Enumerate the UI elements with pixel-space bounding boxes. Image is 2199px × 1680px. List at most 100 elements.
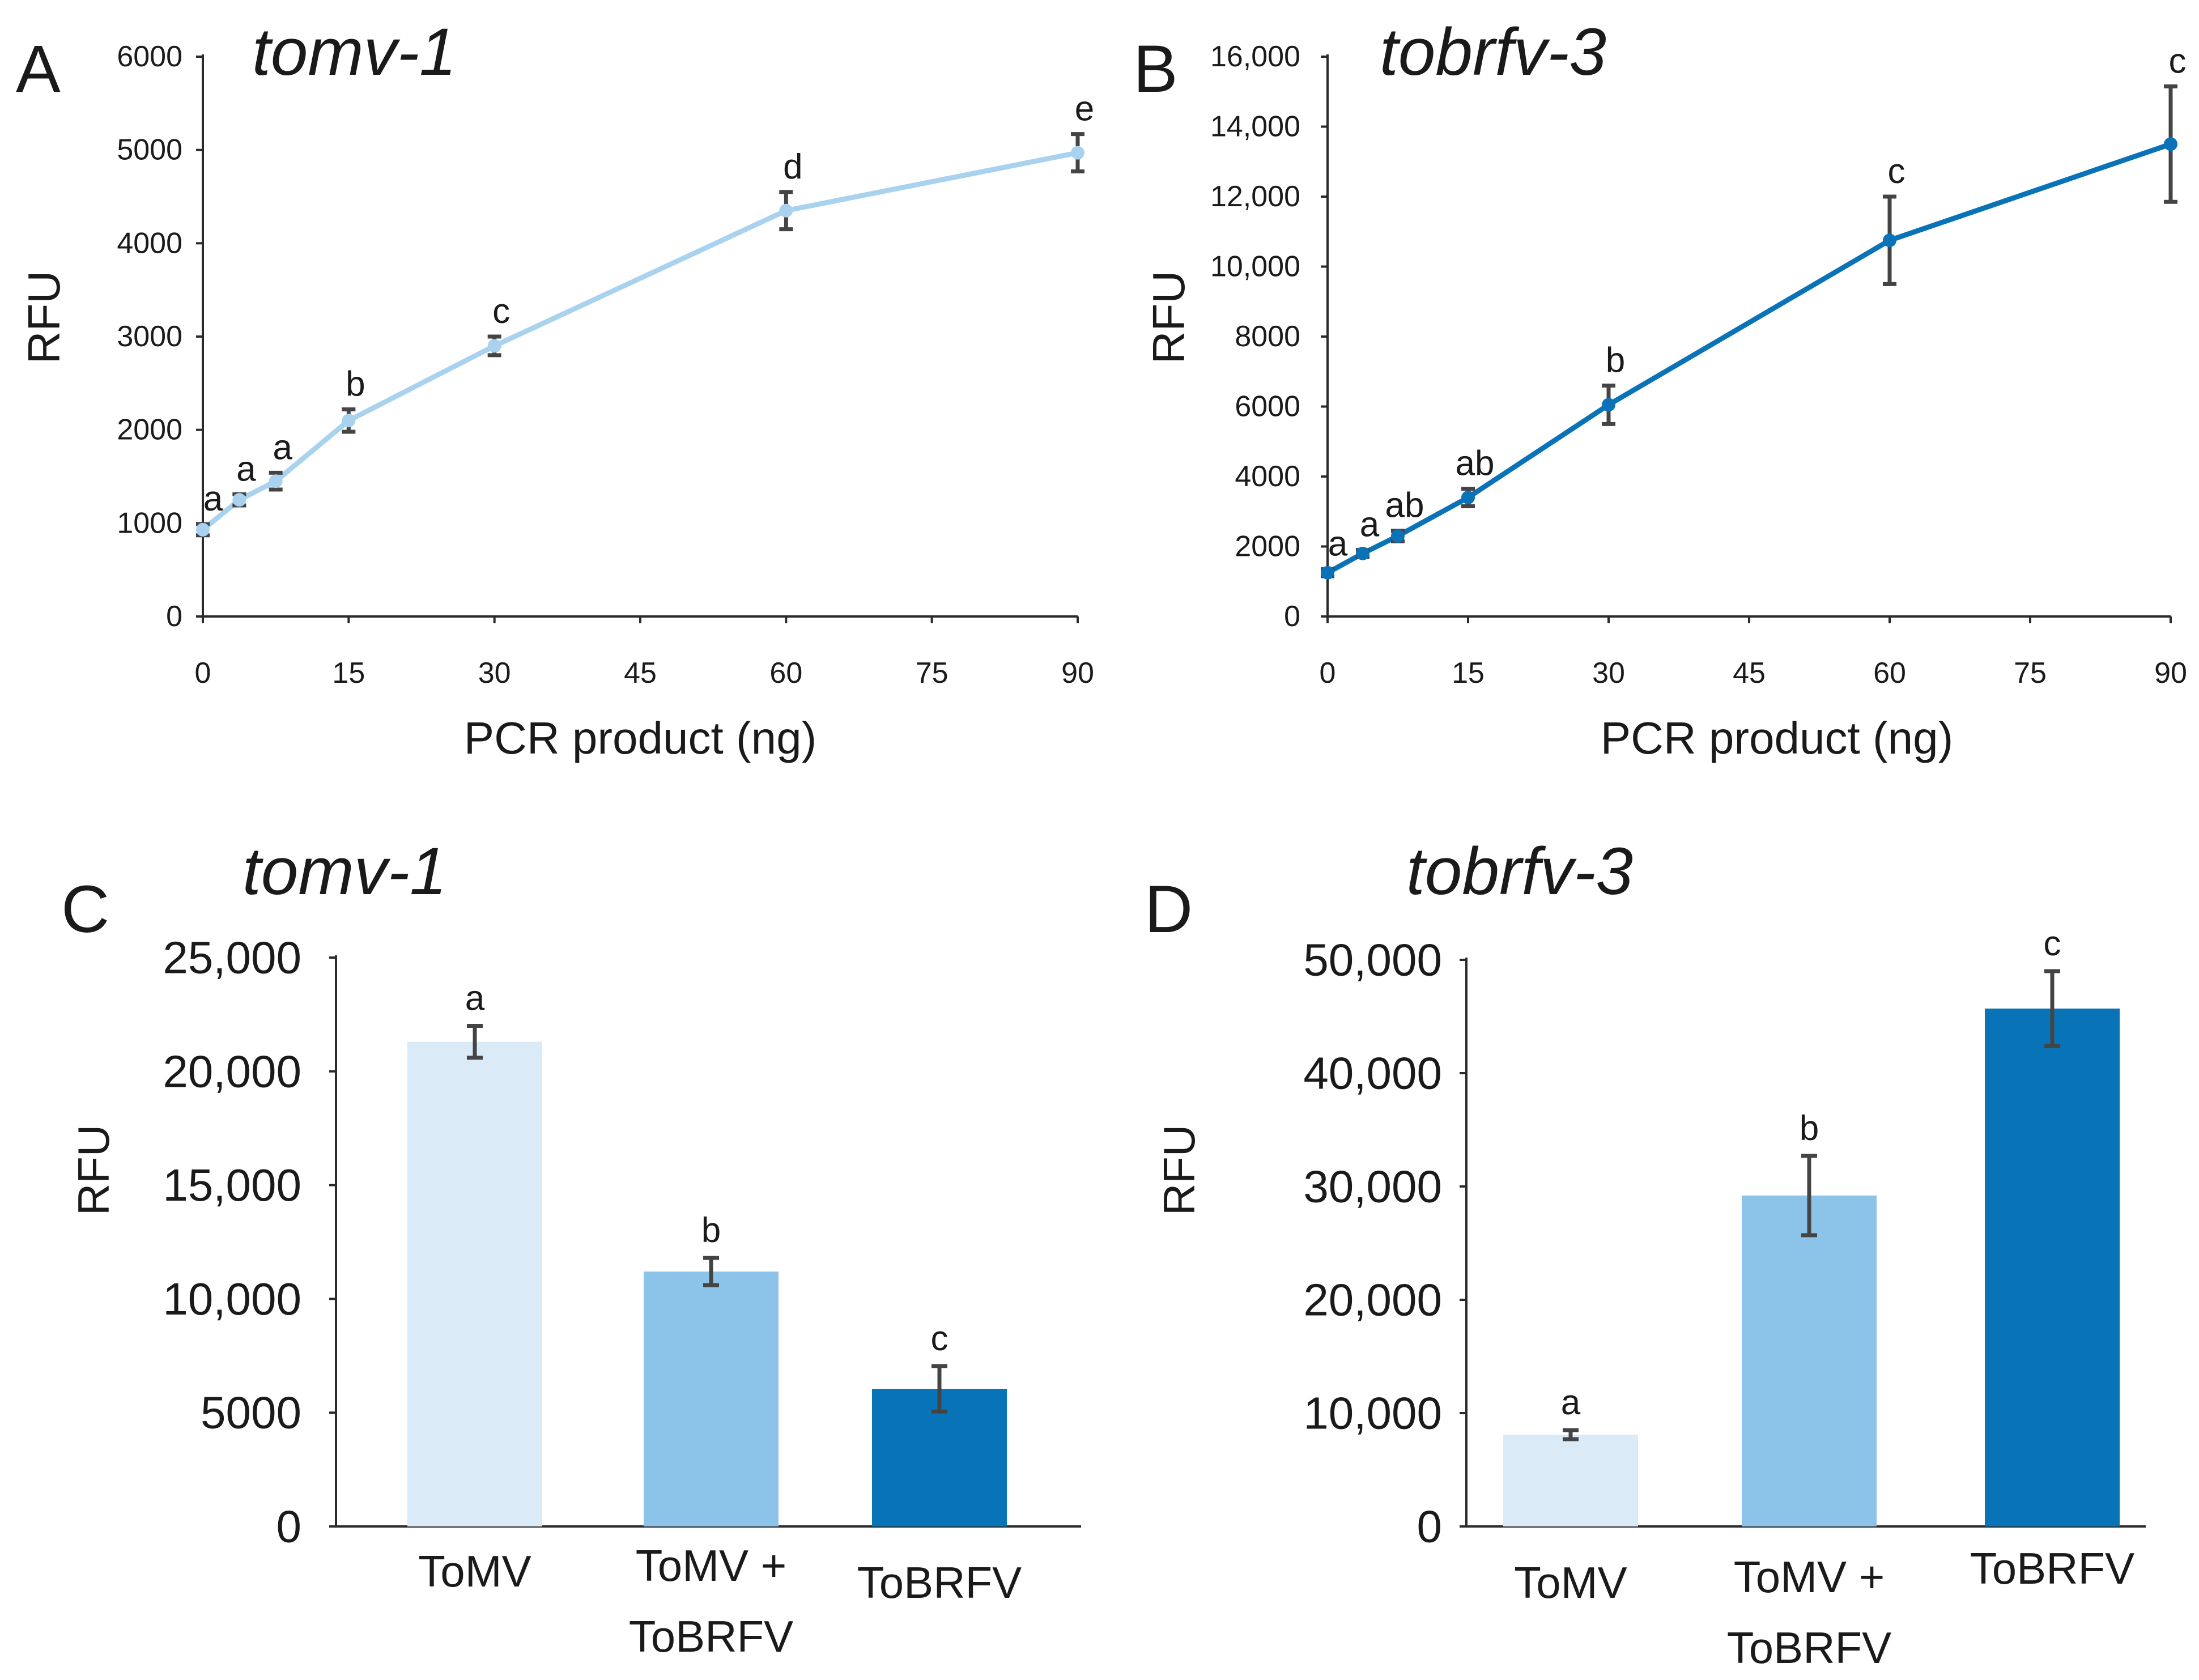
bar (407, 1041, 542, 1526)
x-tick-label: 75 (2014, 657, 2047, 690)
data-point (1391, 529, 1405, 543)
y-tick-label: 1000 (117, 507, 182, 539)
significance-label: c (2169, 41, 2187, 80)
bar (644, 1271, 779, 1526)
y-tick-label: 2000 (1235, 530, 1300, 563)
y-axis-title: RFU (1143, 271, 1194, 364)
data-point (779, 203, 793, 218)
data-point (1321, 565, 1334, 580)
x-tick-label: 0 (195, 657, 211, 690)
y-tick-label: 0 (1284, 600, 1300, 633)
chart-title: tomv-1 (252, 15, 457, 90)
y-tick-label: 30,000 (1303, 1162, 1442, 1212)
x-tick-label: 90 (2154, 657, 2187, 690)
category-label: ToBRFV (1727, 1623, 1891, 1673)
error-bar (1563, 1428, 1579, 1441)
significance-label: b (346, 364, 365, 403)
error-bar (932, 1364, 947, 1414)
y-tick-label: 10,000 (1210, 250, 1300, 283)
data-point (2164, 137, 2177, 151)
y-tick-label: 20,000 (1303, 1275, 1442, 1325)
category-label: ToBRFV (629, 1611, 793, 1661)
series-line (200, 150, 1081, 533)
chart-title: tobrfv-3 (1406, 834, 1633, 909)
significance-label: a (1360, 505, 1380, 545)
significance-label: c (2044, 924, 2061, 963)
bar (1985, 1009, 2120, 1526)
significance-label: e (1075, 90, 1094, 129)
y-tick-label: 5000 (117, 134, 182, 167)
chart-title: tomv-1 (243, 834, 447, 909)
y-tick-label: 6000 (117, 40, 182, 73)
error-bar (467, 1023, 483, 1060)
error-bar (703, 1256, 719, 1287)
x-tick-label: 75 (916, 657, 948, 690)
x-tick-label: 60 (769, 657, 802, 690)
significance-label: a (273, 428, 292, 467)
data-point (1602, 398, 1615, 412)
x-axis-title: PCR product (ng) (464, 713, 816, 763)
data-point (487, 339, 501, 353)
category-label: ToMV + (636, 1541, 787, 1590)
x-tick-label: 30 (478, 657, 511, 690)
y-axis-title: RFU (69, 1125, 118, 1215)
y-axis-title: RFU (19, 271, 69, 364)
y-tick-label: 16,000 (1210, 40, 1300, 73)
category-label: ToMV + (1734, 1552, 1885, 1602)
y-tick-label: 0 (166, 600, 182, 633)
x-axis-title: PCR product (ng) (1601, 713, 1953, 763)
significance-label: c (931, 1319, 948, 1358)
bar (1503, 1435, 1638, 1526)
y-tick-label: 50,000 (1303, 935, 1442, 985)
error-bar (2044, 969, 2060, 1048)
panel-letter: A (16, 32, 61, 107)
data-point (232, 493, 246, 507)
significance-label: ab (1385, 486, 1424, 525)
y-tick-label: 0 (277, 1502, 302, 1552)
y-tick-label: 3000 (117, 320, 182, 353)
bar (1742, 1196, 1877, 1526)
x-tick-label: 45 (624, 657, 657, 690)
y-tick-label: 4000 (117, 227, 182, 260)
data-point (1071, 146, 1084, 160)
y-tick-label: 8000 (1235, 320, 1300, 353)
x-tick-label: 15 (332, 657, 365, 690)
panel-letter: D (1145, 872, 1193, 947)
significance-label: d (783, 147, 802, 186)
data-point (196, 522, 210, 537)
y-tick-label: 0 (1417, 1502, 1443, 1552)
significance-label: a (236, 449, 256, 488)
x-tick-label: 45 (1733, 657, 1766, 690)
y-tick-label: 15,000 (163, 1160, 301, 1210)
error-bar (1801, 1154, 1817, 1237)
significance-label: c (1888, 152, 1905, 191)
y-tick-label: 25,000 (163, 933, 301, 983)
significance-label: c (492, 292, 510, 331)
data-point (1461, 491, 1475, 505)
significance-label: a (1328, 525, 1348, 564)
y-tick-label: 14,000 (1210, 110, 1300, 143)
chart-title: tobrfv-3 (1380, 15, 1606, 90)
significance-label: a (203, 479, 223, 518)
data-point (1356, 546, 1369, 560)
x-tick-label: 15 (1452, 657, 1485, 690)
y-tick-label: 40,000 (1303, 1048, 1442, 1099)
data-point (342, 414, 356, 428)
y-tick-label: 2000 (117, 414, 182, 446)
significance-label: b (1800, 1109, 1819, 1148)
x-tick-label: 30 (1592, 657, 1625, 690)
category-label: ToMV (1514, 1558, 1627, 1607)
significance-label: b (1606, 341, 1625, 380)
y-tick-label: 6000 (1235, 390, 1300, 423)
category-label: ToMV (418, 1546, 531, 1596)
panel-letter: C (61, 872, 109, 947)
data-point (269, 474, 283, 488)
x-tick-label: 0 (1320, 657, 1336, 690)
significance-label: ab (1456, 444, 1495, 483)
y-tick-label: 10,000 (1303, 1388, 1442, 1439)
y-axis-title: RFU (1154, 1125, 1204, 1215)
y-tick-label: 20,000 (163, 1046, 301, 1096)
